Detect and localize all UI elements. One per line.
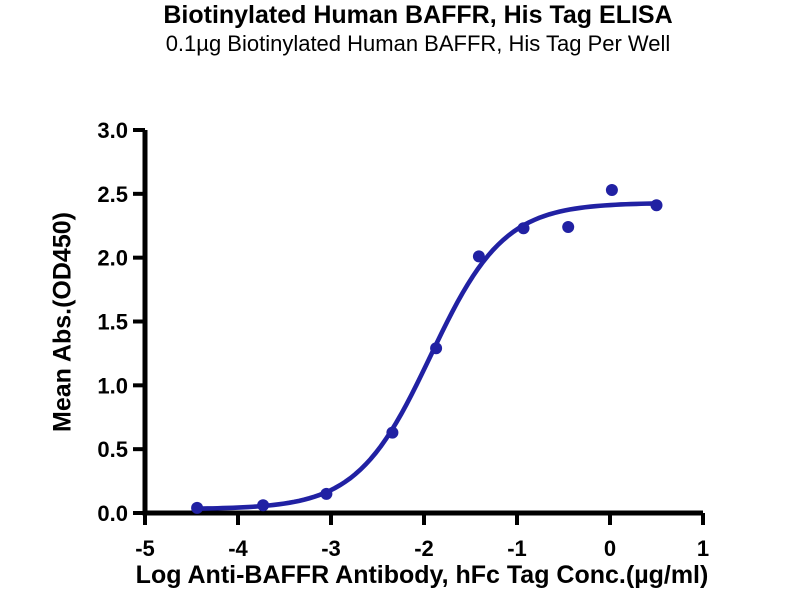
data-point [605,184,618,196]
x-tick-label: -5 [135,536,155,561]
y-axis-ticks [133,128,145,515]
y-tick-label: 0.5 [97,437,128,462]
y-tick-label: 2.5 [97,182,128,207]
data-point [650,199,663,212]
y-axis-tick-labels: 0.0 0.5 1.0 1.5 2.0 2.5 3.0 [97,118,128,526]
data-point [472,250,485,263]
x-axis-tick-labels: -5 -4 -3 -2 -1 0 1 [135,536,709,561]
data-point [257,499,270,512]
data-point [562,221,575,233]
axis-lines [142,130,703,516]
x-axis-label: Log Anti-BAFFR Antibody, hFc Tag Conc.(µ… [135,561,709,589]
y-tick-label: 3.0 [97,118,128,143]
y-tick-label: 2.0 [97,246,128,271]
chart-title: Biotinylated Human BAFFR, His Tag ELISA [163,1,673,29]
data-point [320,487,333,500]
x-tick-label: -4 [228,536,248,561]
x-tick-label: 0 [604,536,616,561]
data-point [430,342,443,355]
x-tick-label: -2 [414,536,434,561]
dose-response-curve [194,201,659,511]
x-axis-ticks [143,513,705,525]
data-point [191,501,204,514]
x-tick-label: -3 [321,536,341,561]
y-tick-label: 1.0 [97,373,128,398]
y-tick-label: 1.5 [97,310,128,335]
chart-subtitle: 0.1µg Biotinylated Human BAFFR, His Tag … [165,31,671,56]
x-tick-label: 1 [697,536,709,561]
x-tick-label: -1 [507,536,527,561]
data-point [517,222,530,235]
data-point [386,426,399,439]
data-point-series [191,184,663,514]
y-tick-label: 0.0 [97,501,128,526]
